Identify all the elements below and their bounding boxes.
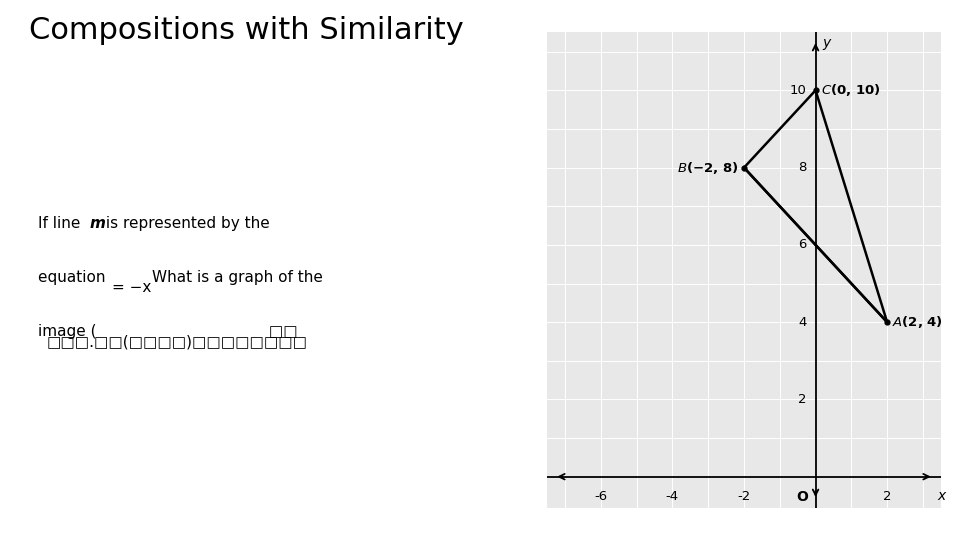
Text: If line: If line	[38, 216, 85, 231]
Text: 8: 8	[799, 161, 806, 174]
Text: $C$(0, 10): $C$(0, 10)	[821, 83, 880, 98]
Text: -6: -6	[594, 490, 608, 503]
Text: 4: 4	[799, 316, 806, 329]
Text: = −x: = −x	[111, 280, 152, 295]
Text: image (: image (	[38, 324, 97, 339]
Text: □□□.□□(□□□□)□□□□□□□□: □□□.□□(□□□□)□□□□□□□□	[47, 334, 307, 349]
Text: Compositions with Similarity: Compositions with Similarity	[29, 16, 464, 45]
Text: y: y	[823, 36, 831, 50]
Text: 6: 6	[799, 238, 806, 252]
Text: -4: -4	[666, 490, 679, 503]
Text: equation: equation	[38, 270, 110, 285]
Text: □□: □□	[264, 324, 298, 339]
Text: What is a graph of the: What is a graph of the	[152, 270, 323, 285]
Text: m: m	[89, 216, 106, 231]
Text: $B$(−2, 8): $B$(−2, 8)	[678, 160, 738, 176]
Text: -2: -2	[737, 490, 751, 503]
Text: O: O	[797, 490, 808, 504]
Text: is represented by the: is represented by the	[101, 216, 270, 231]
Text: $A$(2, 4): $A$(2, 4)	[893, 314, 944, 330]
Text: 2: 2	[883, 490, 892, 503]
Text: 2: 2	[798, 393, 806, 406]
Text: x: x	[937, 489, 946, 503]
Text: 10: 10	[790, 84, 806, 97]
